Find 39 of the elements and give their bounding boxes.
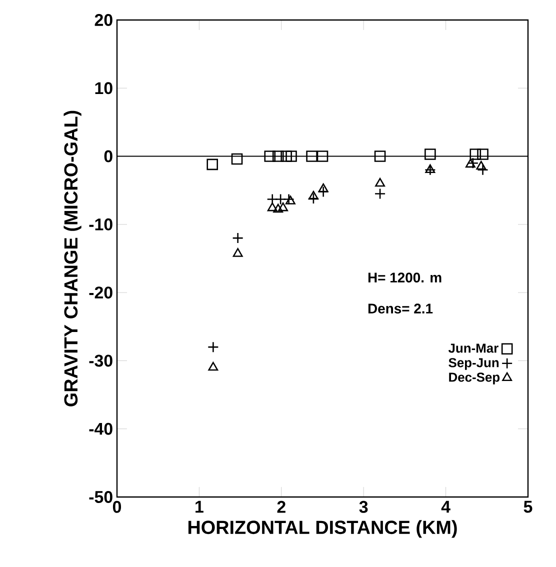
y-tick-label: -10 [89,218,112,230]
x-tick-label: 2 [277,500,286,513]
legend-label: Dec-Sep [449,372,500,384]
point [272,150,284,162]
annotation: Dens= 2.1 [368,304,433,314]
legend-label: Sep-Jun [448,358,499,370]
y-tick-label: -30 [89,354,112,367]
point [208,362,218,371]
y-tick-label: 20 [94,14,112,26]
point [316,150,328,162]
y-tick-label: 10 [95,82,112,94]
point [375,178,386,187]
legend-label: Jun-Mar [448,344,498,353]
point [206,158,218,170]
annotation: H= 1200. m [368,272,442,283]
point [232,248,243,257]
y-tick-label: -40 [89,422,112,435]
x-tick-label: 1 [196,500,204,513]
point [476,160,486,170]
x-axis-title: HORIZONTAL DISTANCE (KM) [188,520,457,538]
point [318,183,328,192]
point [264,150,276,162]
point [280,150,292,162]
y-axis-title: GRAVITY CHANGE (MICRO-GAL) [64,110,82,406]
point [374,150,386,162]
point [425,164,436,174]
point [424,148,436,160]
point [231,153,243,165]
point [306,150,318,162]
x-tick-label: 3 [359,500,368,513]
point [477,148,488,160]
x-tick-label: 4 [441,500,450,513]
y-tick-label: -20 [89,286,112,299]
point [308,190,318,200]
point [286,150,297,162]
y-tick-label: 0 [104,150,112,162]
x-tick-label: 5 [524,500,532,513]
x-tick-label: 0 [112,500,122,513]
y-tick-label: -50 [89,490,112,503]
